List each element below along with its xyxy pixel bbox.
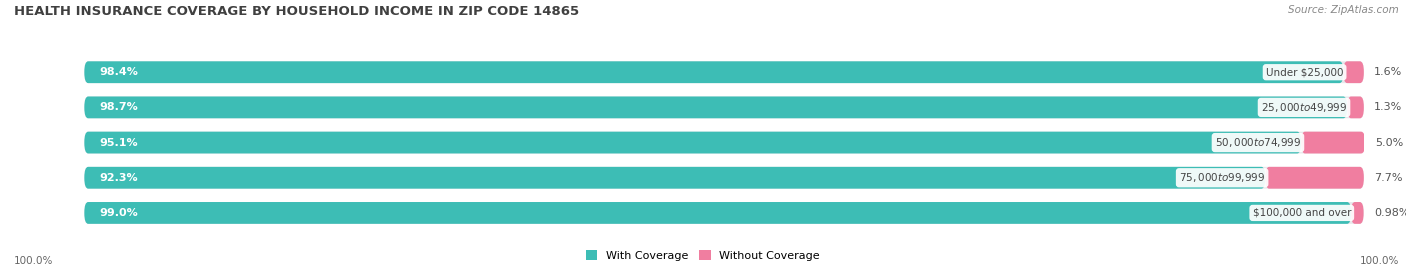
Text: 98.7%: 98.7% <box>100 102 138 112</box>
Text: Source: ZipAtlas.com: Source: ZipAtlas.com <box>1288 5 1399 15</box>
Text: 95.1%: 95.1% <box>100 137 138 148</box>
Text: 92.3%: 92.3% <box>100 173 138 183</box>
Text: 0.98%: 0.98% <box>1374 208 1406 218</box>
Text: 1.6%: 1.6% <box>1374 67 1402 77</box>
Text: 99.0%: 99.0% <box>100 208 138 218</box>
FancyBboxPatch shape <box>84 97 1347 118</box>
FancyBboxPatch shape <box>84 132 1364 154</box>
FancyBboxPatch shape <box>84 132 1301 154</box>
FancyBboxPatch shape <box>1347 97 1364 118</box>
Text: 100.0%: 100.0% <box>1360 256 1399 266</box>
Text: 1.3%: 1.3% <box>1374 102 1402 112</box>
FancyBboxPatch shape <box>84 167 1364 189</box>
FancyBboxPatch shape <box>84 167 1265 189</box>
FancyBboxPatch shape <box>1351 202 1364 224</box>
Text: 7.7%: 7.7% <box>1374 173 1403 183</box>
FancyBboxPatch shape <box>1265 167 1364 189</box>
Text: 100.0%: 100.0% <box>14 256 53 266</box>
Text: 5.0%: 5.0% <box>1375 137 1403 148</box>
Text: HEALTH INSURANCE COVERAGE BY HOUSEHOLD INCOME IN ZIP CODE 14865: HEALTH INSURANCE COVERAGE BY HOUSEHOLD I… <box>14 5 579 18</box>
FancyBboxPatch shape <box>84 61 1343 83</box>
Text: 98.4%: 98.4% <box>100 67 139 77</box>
Text: Under $25,000: Under $25,000 <box>1265 67 1343 77</box>
FancyBboxPatch shape <box>84 61 1364 83</box>
FancyBboxPatch shape <box>84 202 1351 224</box>
FancyBboxPatch shape <box>1301 132 1365 154</box>
Text: $50,000 to $74,999: $50,000 to $74,999 <box>1215 136 1301 149</box>
Legend: With Coverage, Without Coverage: With Coverage, Without Coverage <box>586 250 820 261</box>
FancyBboxPatch shape <box>84 202 1364 224</box>
FancyBboxPatch shape <box>1343 61 1364 83</box>
FancyBboxPatch shape <box>84 97 1364 118</box>
Text: $100,000 and over: $100,000 and over <box>1253 208 1351 218</box>
Text: $75,000 to $99,999: $75,000 to $99,999 <box>1180 171 1265 184</box>
Text: $25,000 to $49,999: $25,000 to $49,999 <box>1261 101 1347 114</box>
